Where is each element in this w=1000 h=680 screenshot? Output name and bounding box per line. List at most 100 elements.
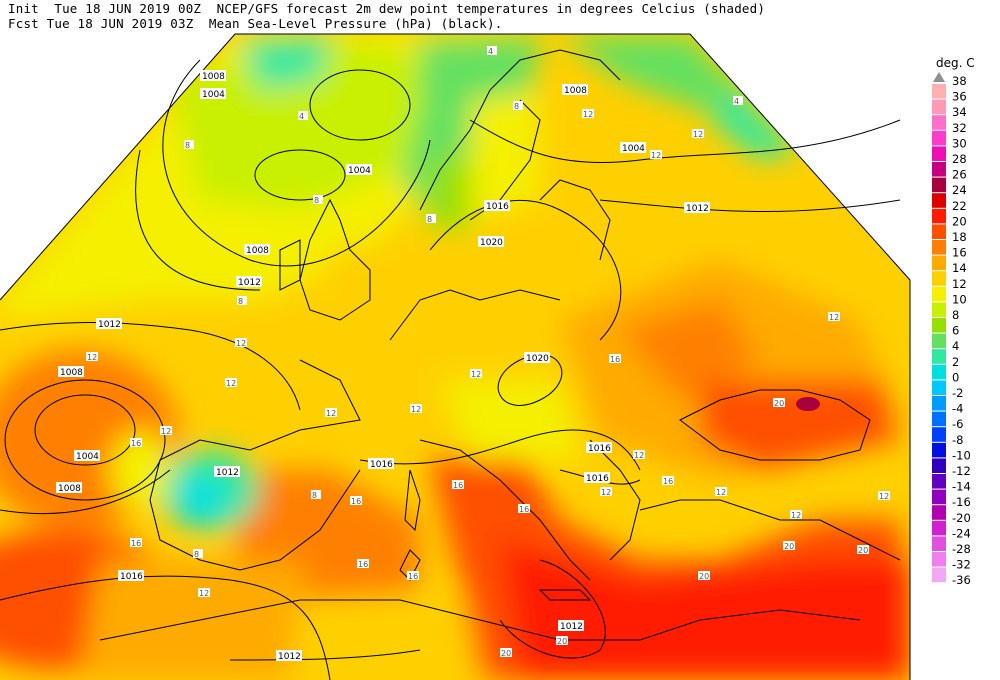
dewpoint-label: 12	[600, 487, 612, 497]
legend-label: 32	[952, 121, 967, 135]
dewpoint-label: 12	[692, 129, 704, 139]
svg-text:1008: 1008	[246, 246, 269, 256]
svg-text:12: 12	[236, 339, 246, 348]
legend-label: 6	[952, 324, 959, 338]
svg-text:8: 8	[312, 491, 317, 500]
svg-text:1004: 1004	[348, 166, 371, 176]
legend-swatch	[932, 208, 946, 224]
svg-text:1004: 1004	[76, 452, 99, 462]
svg-text:12: 12	[791, 511, 801, 520]
isobar-label: 1008	[56, 482, 82, 494]
isobar-label: 1008	[244, 244, 270, 256]
svg-text:20: 20	[699, 572, 709, 581]
svg-text:1008: 1008	[202, 72, 225, 82]
legend-label: -4	[952, 402, 963, 416]
legend-label: 24	[952, 183, 967, 197]
svg-text:12: 12	[161, 427, 171, 436]
color-legend: 38363432302826242220181614121086420-2-4-…	[932, 72, 971, 587]
legend-swatch	[932, 567, 946, 583]
isobar-label: 1016	[584, 472, 610, 484]
svg-text:1012: 1012	[238, 278, 261, 288]
isobar-label: 1004	[200, 88, 226, 100]
dewpoint-label: 12	[650, 150, 662, 160]
legend-swatch	[932, 333, 946, 349]
header-line-2: Fcst Tue 18 JUN 2019 03Z Mean Sea-Level …	[8, 16, 503, 31]
dewpoint-label: 12	[790, 510, 802, 520]
isobar-label: 1008	[58, 366, 84, 378]
svg-text:12: 12	[471, 370, 481, 379]
isobar-label: 1008	[200, 70, 226, 82]
dewpoint-label: 16	[350, 496, 362, 506]
legend-swatch	[932, 177, 946, 193]
dewpoint-label: 20	[556, 636, 568, 646]
svg-text:16: 16	[131, 539, 141, 548]
dewpoint-label: 16	[407, 571, 419, 581]
dewpoint-label: 12	[235, 338, 247, 348]
svg-text:1012: 1012	[278, 652, 301, 662]
svg-text:1020: 1020	[480, 238, 503, 248]
legend-swatch	[932, 552, 946, 567]
legend-label: -20	[952, 511, 971, 525]
legend-label: 4	[952, 339, 959, 353]
header-line-1: Init Tue 18 JUN 2019 00Z NCEP/GFS foreca…	[8, 1, 766, 16]
svg-text:1016: 1016	[588, 444, 611, 454]
svg-text:12: 12	[651, 151, 661, 160]
svg-text:20: 20	[501, 649, 511, 658]
dewpoint-label: 12	[410, 404, 422, 414]
legend-swatch	[932, 396, 946, 411]
svg-text:16: 16	[408, 572, 418, 581]
svg-text:8: 8	[314, 196, 319, 205]
legend-swatch	[932, 474, 946, 489]
legend-label: -8	[952, 433, 963, 447]
svg-text:1012: 1012	[560, 622, 583, 632]
svg-text:12: 12	[411, 405, 421, 414]
legend-swatch	[932, 271, 946, 286]
svg-text:8: 8	[427, 215, 432, 224]
isobar-label: 1016	[586, 442, 612, 454]
dewpoint-label: 4	[733, 96, 743, 106]
legend-label: -6	[952, 417, 963, 431]
dewpoint-labels: 4 4 8 8 8 12 12 12 12 8 4 8 12 12 16 12 …	[86, 46, 890, 658]
legend-swatch	[932, 411, 946, 427]
isobar-label: 1016	[484, 200, 510, 212]
legend-label: -12	[952, 464, 971, 478]
dewpoint-label: 16	[130, 538, 142, 548]
svg-text:12: 12	[879, 492, 889, 501]
svg-text:20: 20	[858, 546, 868, 555]
legend-swatch	[932, 115, 946, 130]
svg-text:1012: 1012	[216, 468, 239, 478]
legend-label: 38	[952, 74, 967, 88]
legend-label: 12	[952, 277, 967, 291]
legend-swatch	[932, 520, 946, 536]
svg-text:12: 12	[693, 130, 703, 139]
dewpoint-label: 16	[518, 504, 530, 514]
svg-text:1012: 1012	[686, 204, 709, 214]
dewpoint-label: 8	[311, 490, 321, 500]
svg-text:1008: 1008	[58, 484, 81, 494]
dewpoint-label: 20	[857, 545, 869, 555]
legend-swatch	[932, 99, 946, 115]
svg-text:16: 16	[351, 497, 361, 506]
svg-text:1008: 1008	[60, 368, 83, 378]
dewpoint-label: 12	[470, 369, 482, 379]
isobar-label: 1012	[276, 650, 302, 662]
isobar-labels: 1008 1004 1004 1008 1012 1004 1016 1020 …	[56, 70, 710, 662]
dewpoint-label: 12	[86, 352, 98, 362]
dewpoint-label: 12	[828, 312, 840, 322]
legend-swatch	[932, 364, 946, 380]
dewpoint-label: 12	[325, 408, 337, 418]
legend-label: 36	[952, 90, 967, 104]
dewpoint-label: 8	[184, 140, 194, 150]
dewpoint-label: 12	[225, 378, 237, 388]
dewpoint-label: 8	[513, 101, 523, 111]
legend-label: 28	[952, 152, 967, 166]
legend-swatch	[932, 302, 946, 317]
dewpoint-label: 20	[698, 571, 710, 581]
legend-label: 16	[952, 246, 967, 260]
dewpoint-label: 12	[633, 450, 645, 460]
legend-label: 34	[952, 105, 967, 119]
svg-text:4: 4	[734, 97, 739, 106]
isobar-label: 1016	[118, 570, 144, 582]
legend-label: -36	[952, 573, 971, 587]
